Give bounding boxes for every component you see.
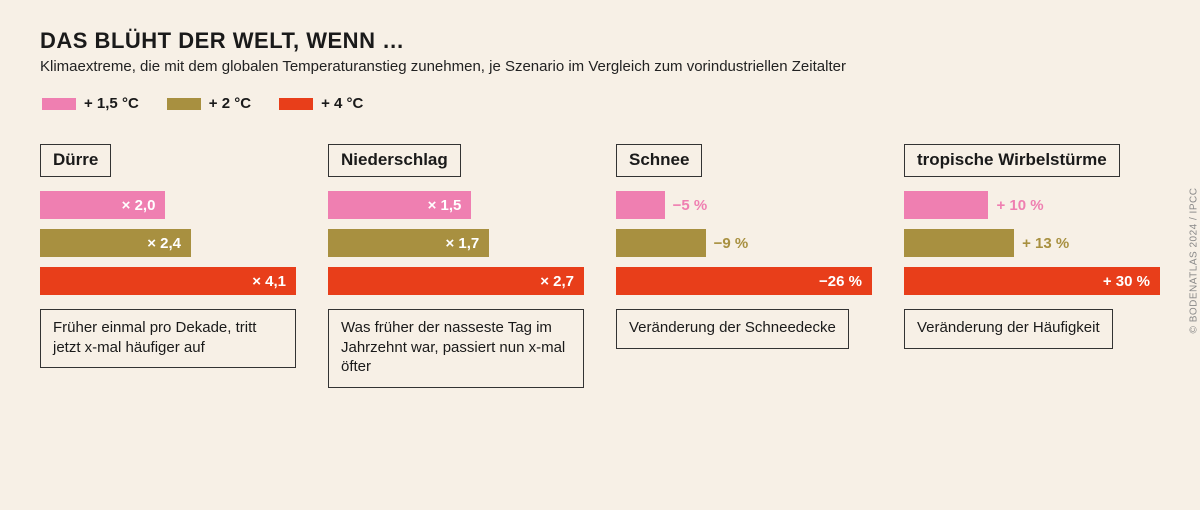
bar: × 1,5 (328, 191, 471, 219)
legend-item: + 4 °C (279, 95, 363, 112)
panel: tropische Wirbelstürme + 10 % + 13 % + 30 %… (904, 144, 1160, 349)
bar-row: × 1,5 (328, 191, 584, 219)
legend-label: + 2 °C (209, 95, 251, 112)
bar-group: −5 % −9 % −26 % (616, 191, 872, 295)
bar-label: × 2,4 (147, 235, 181, 252)
chart-subtitle: Klimaextreme, die mit dem globalen Tempe… (40, 58, 1160, 75)
bar-label: + 13 % (1022, 235, 1069, 252)
panel-caption: Was früher der nasseste Tag im Jahrzehnt… (328, 309, 584, 388)
bar-row: × 4,1 (40, 267, 296, 295)
bar: × 4,1 (40, 267, 296, 295)
panel-caption: Früher einmal pro Dekade, tritt jetzt x-… (40, 309, 296, 368)
bar-group: + 10 % + 13 % + 30 % (904, 191, 1160, 295)
legend-label: + 1,5 °C (84, 95, 139, 112)
bar: −9 % (616, 229, 706, 257)
bar: × 2,0 (40, 191, 165, 219)
legend: + 1,5 °C + 2 °C + 4 °C (40, 95, 1160, 112)
bar-row: −5 % (616, 191, 872, 219)
bar-row: + 13 % (904, 229, 1160, 257)
bar-label: × 2,0 (122, 197, 156, 214)
chart-title: DAS BLÜHT DER WELT, WENN … (40, 28, 1160, 54)
bar-row: −26 % (616, 267, 872, 295)
bar-label: × 1,5 (428, 197, 462, 214)
bar-row: + 10 % (904, 191, 1160, 219)
bar-label: × 1,7 (445, 235, 479, 252)
bar-label: × 4,1 (252, 273, 286, 290)
bar-group: × 1,5 × 1,7 × 2,7 (328, 191, 584, 295)
legend-item: + 2 °C (167, 95, 251, 112)
bar-row: × 2,7 (328, 267, 584, 295)
legend-item: + 1,5 °C (42, 95, 139, 112)
bar-row: × 2,4 (40, 229, 296, 257)
panels-row: Dürre × 2,0 × 2,4 × 4,1 Früher einmal pro De… (40, 144, 1160, 388)
panel: Dürre × 2,0 × 2,4 × 4,1 Früher einmal pro De… (40, 144, 296, 368)
bar-label: + 10 % (996, 197, 1043, 214)
panel-title: tropische Wirbelstürme (904, 144, 1120, 177)
panel-title: Schnee (616, 144, 702, 177)
bar: + 30 % (904, 267, 1160, 295)
bar-label: −9 % (714, 235, 749, 252)
bar-row: + 30 % (904, 267, 1160, 295)
bar: + 13 % (904, 229, 1014, 257)
attribution: © BODENATLAS 2024 / IPCC (1189, 188, 1200, 334)
panel-title: Dürre (40, 144, 111, 177)
bar: × 2,7 (328, 267, 584, 295)
bar: −5 % (616, 191, 665, 219)
bar-group: × 2,0 × 2,4 × 4,1 (40, 191, 296, 295)
bar-label: + 30 % (1103, 273, 1150, 290)
legend-swatch (42, 98, 76, 110)
bar: + 10 % (904, 191, 988, 219)
bar-row: −9 % (616, 229, 872, 257)
panel: Niederschlag × 1,5 × 1,7 × 2,7 Was früher de… (328, 144, 584, 388)
panel: Schnee −5 % −9 % −26 % Veränderung der Schne… (616, 144, 872, 349)
legend-swatch (279, 98, 313, 110)
bar-label: −5 % (673, 197, 708, 214)
bar-row: × 1,7 (328, 229, 584, 257)
bar-label: −26 % (819, 273, 862, 290)
bar-label: × 2,7 (540, 273, 574, 290)
legend-swatch (167, 98, 201, 110)
panel-caption: Veränderung der Häufigkeit (904, 309, 1113, 349)
legend-label: + 4 °C (321, 95, 363, 112)
bar: −26 % (616, 267, 872, 295)
bar: × 2,4 (40, 229, 191, 257)
panel-title: Niederschlag (328, 144, 461, 177)
bar-row: × 2,0 (40, 191, 296, 219)
panel-caption: Veränderung der Schneedecke (616, 309, 849, 349)
bar: × 1,7 (328, 229, 489, 257)
